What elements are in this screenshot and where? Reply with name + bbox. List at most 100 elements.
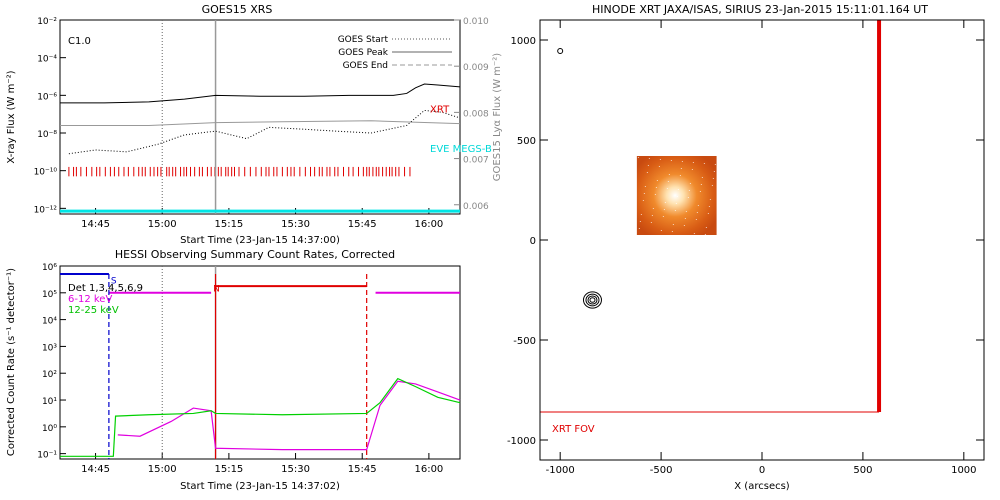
goes-y2tick-label: 0.007 [463,156,489,166]
goes-ytick-label: 10⁻⁶ [37,92,57,102]
goes-series-line [60,120,461,126]
goes-series-line [68,109,461,155]
xrt-image-speckle [663,209,665,210]
xrt-image-speckle [700,184,702,185]
hessi-xtick-label: 15:30 [281,464,310,475]
hessi-ytick-label: 10³ [42,343,57,353]
xrt-image-speckle [660,230,662,231]
xrt-small-circle [557,48,564,54]
hessi-series-line [117,380,461,451]
xrt-image-speckle [681,161,683,162]
xrt-image-speckle [693,233,695,234]
xrt-image-speckle [672,224,674,225]
goes-xtick-label: 15:15 [214,219,243,230]
xrt-image-speckle [671,231,673,232]
legend-6-12: 6-12 keV [68,294,112,305]
hessi-flag: S [111,276,117,286]
goes-y2tick-label: 0.008 [463,109,489,119]
legend-det: Det 1,3,4,5,6,9 [68,283,143,294]
hessi-ytick-label: 10² [42,370,57,380]
xrt-xtick-label: 500 [853,465,872,476]
xrt-image-speckle [704,234,706,235]
goes-xlabel: Start Time (23-Jan-15 14:37:00) [180,235,340,246]
hessi-legend: Det 1,3,4,5,6,9 6-12 keV 12-25 keV [68,283,143,316]
xrt-image-speckle [675,203,677,204]
legend-goes-start: GOES Start [338,35,389,45]
xrt-image-speckle [679,175,681,176]
xrt-image-speckle [652,208,654,209]
xrt-image-speckle [674,210,676,211]
goes-y2tick-label: 0.006 [463,202,489,212]
hessi-xlabel: Start Time (23-Jan-15 14:37:02) [180,481,340,492]
xrt-image-speckle [696,212,698,213]
xrt-image-speckle [648,158,650,159]
goes-ytick-label: 10⁻¹⁰ [34,168,58,178]
xrt-title: HINODE XRT JAXA/ISAS, SIRIUS 23-Jan-2015… [592,3,928,16]
xrt-image-speckle [667,181,669,182]
xrt-image-speckle [650,222,652,223]
xrt-image-speckle [708,206,710,207]
hessi-ytick-label: 10⁴ [42,317,57,327]
goes-ytick-label: 10⁻² [37,17,57,27]
xrt-image-speckle [709,199,711,200]
xrt-image-speckle [640,214,642,215]
hessi-xtick-label: 15:15 [214,464,243,475]
xrt-image-speckle [644,186,646,187]
xrt-panel: HINODE XRT JAXA/ISAS, SIRIUS 23-Jan-2015… [507,3,985,492]
hessi-series-line [60,377,461,457]
xrt-image-speckle [677,189,679,190]
xrt-image-speckle [643,193,645,194]
goes-series-line [60,83,461,104]
xrt-image-speckle [639,221,641,222]
xrt-image-speckle [676,196,678,197]
xrt-image-speckle [705,227,707,228]
xrt-image-speckle [664,202,666,203]
xrt-image-speckle [666,188,668,189]
goes-xtick-label: 15:30 [281,219,310,230]
xrt-image-speckle [703,163,705,164]
goes-annotation: XRT [430,105,450,116]
xrt-image-speckle [688,190,690,191]
hessi-ytick-label: 10⁶ [42,263,57,273]
hessi-ytick-label: 10⁰ [42,424,57,434]
xrt-plot-content: -1000 -500 0 500 1000 1000 500 0 -500 -1000 [507,20,984,476]
xrt-image-speckle [687,197,689,198]
xrt-xlabel: X (arcsecs) [734,481,790,492]
goes-class-label: C1.0 [68,36,91,47]
goes-y2tick-label: 0.009 [463,63,489,73]
hessi-ytick-label: 10¹ [42,397,57,407]
goes-y2tick-label: 0.010 [463,17,489,27]
xrt-image-speckle [658,166,660,167]
xrt-image-speckle [638,228,640,229]
legend-12-25: 12-25 keV [68,305,119,316]
hessi-xtick-label: 16:00 [414,464,443,475]
goes-xtick-label: 14:45 [81,219,110,230]
hessi-ytick-label: 10⁵ [42,290,57,300]
xrt-image-speckle [699,191,701,192]
xrt-image-speckle [707,213,709,214]
goes-panel: GOES15 XRS 14:45 15:00 15:15 15:30 15:45 16:0… [6,3,503,246]
xrt-image-speckle [680,168,682,169]
goes-xtick-label: 15:45 [348,219,377,230]
xrt-image-speckle [647,165,649,166]
legend-goes-end: GOES End [343,61,388,71]
goes-legend: GOES Start GOES Peak GOES End [338,35,452,71]
xrt-image-speckle [684,218,686,219]
xrt-image-speckle [668,174,670,175]
goes-ytick-label: 10⁻⁴ [37,55,57,65]
xrt-image-speckle [683,225,685,226]
xrt-plot-frame [539,19,985,461]
xrt-contour [589,297,596,303]
hessi-xtick-label: 14:45 [81,464,110,475]
goes-ytick-label: 10⁻¹² [34,205,58,215]
xrt-image-speckle [714,164,716,165]
hessi-plot-frame [59,265,461,460]
xrt-image-speckle [701,177,703,178]
hessi-title: HESSI Observing Summary Count Rates, Cor… [115,248,395,261]
xrt-image-speckle [654,194,656,195]
xrt-contour [585,293,600,307]
goes-annotation: EVE MEGS-B [430,144,492,155]
xrt-image-speckle [689,183,691,184]
goes-ytick-label: 10⁻⁸ [37,130,57,140]
